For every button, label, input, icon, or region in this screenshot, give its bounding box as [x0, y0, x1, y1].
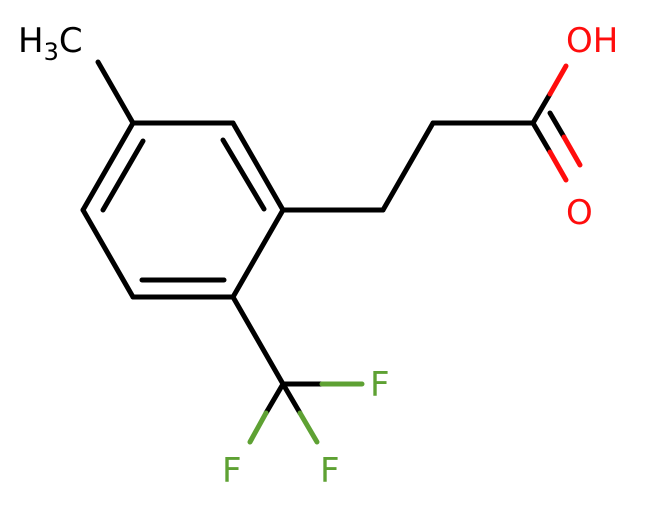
bond-line	[95, 59, 136, 126]
bond-line	[220, 137, 267, 212]
bond-line	[263, 381, 286, 416]
bond-line	[80, 207, 136, 300]
bond-line	[547, 110, 567, 140]
hydroxyl-label: OH	[566, 21, 618, 61]
bond-line	[547, 63, 569, 97]
fluorine-label-2: F	[222, 451, 242, 491]
carbonyl-oxygen-label: O	[566, 193, 593, 233]
bonds	[80, 59, 583, 445]
bond-line	[230, 120, 286, 213]
methyl-label: H3C	[18, 21, 83, 66]
bond-line	[530, 91, 553, 126]
fluorine-label-1: F	[370, 365, 390, 405]
bond-line	[561, 134, 583, 168]
bond-line	[380, 120, 436, 213]
bond-line	[530, 120, 553, 155]
bond-line	[230, 207, 286, 300]
fluorine-label-3: F	[320, 451, 340, 491]
bond-line	[230, 294, 286, 387]
bond-line	[547, 149, 569, 183]
bond-line	[280, 381, 303, 416]
bond-line	[247, 410, 269, 445]
bond-line	[297, 410, 320, 445]
bond-line	[100, 138, 146, 213]
bond-line	[80, 120, 136, 213]
